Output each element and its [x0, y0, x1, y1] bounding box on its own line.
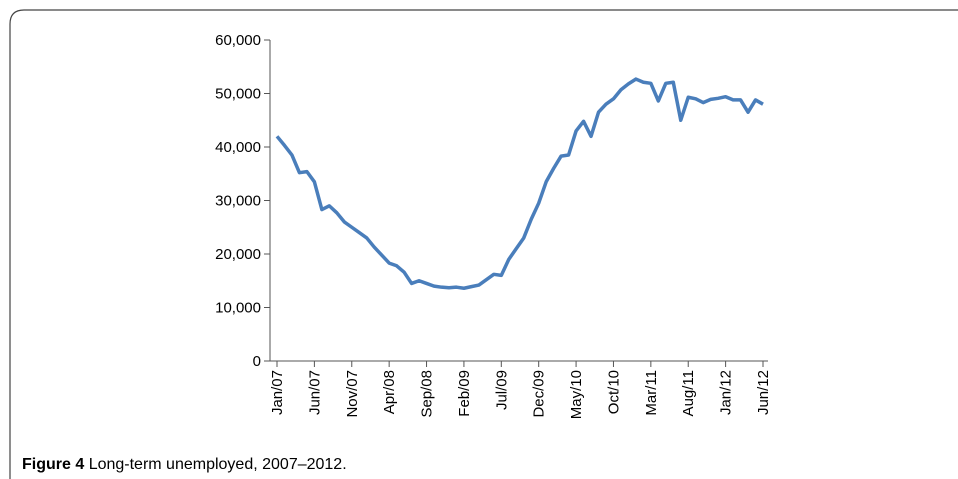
- x-tick-label: Feb/09: [456, 370, 473, 417]
- x-tick-label: Jan/12: [718, 370, 735, 415]
- x-tick-label: Sep/08: [419, 370, 436, 418]
- x-tick-label: Oct/10: [605, 370, 622, 414]
- caption-text: Long-term unemployed, 2007–2012.: [89, 456, 347, 473]
- y-tick-label: 0: [253, 353, 261, 370]
- y-tick-label: 50,000: [215, 86, 261, 103]
- x-tick-label: Jun/07: [306, 370, 323, 415]
- x-tick-label: May/10: [568, 370, 585, 419]
- x-tick-label: Jan/07: [269, 370, 286, 415]
- x-tick-label: Jun/12: [755, 370, 772, 415]
- x-tick-label: Nov/07: [344, 370, 361, 418]
- x-tick-label: Mar/11: [643, 370, 660, 416]
- y-tick-label: 30,000: [215, 193, 261, 210]
- x-tick-label: Aug/11: [680, 370, 697, 416]
- x-tick-label: Dec/09: [531, 370, 548, 418]
- caption: Figure 4 Long-term unemployed, 2007–2012…: [22, 456, 347, 473]
- y-tick-label: 60,000: [215, 32, 261, 49]
- y-tick-label: 40,000: [215, 139, 261, 156]
- figure-frame: [9, 9, 958, 479]
- y-tick-label: 20,000: [215, 246, 261, 263]
- caption-label: Figure 4: [22, 456, 84, 473]
- x-tick-label: Apr/08: [381, 370, 398, 414]
- x-tick-label: Jul/09: [493, 370, 510, 410]
- data-line: [275, 77, 764, 290]
- y-tick-label: 10,000: [215, 300, 261, 317]
